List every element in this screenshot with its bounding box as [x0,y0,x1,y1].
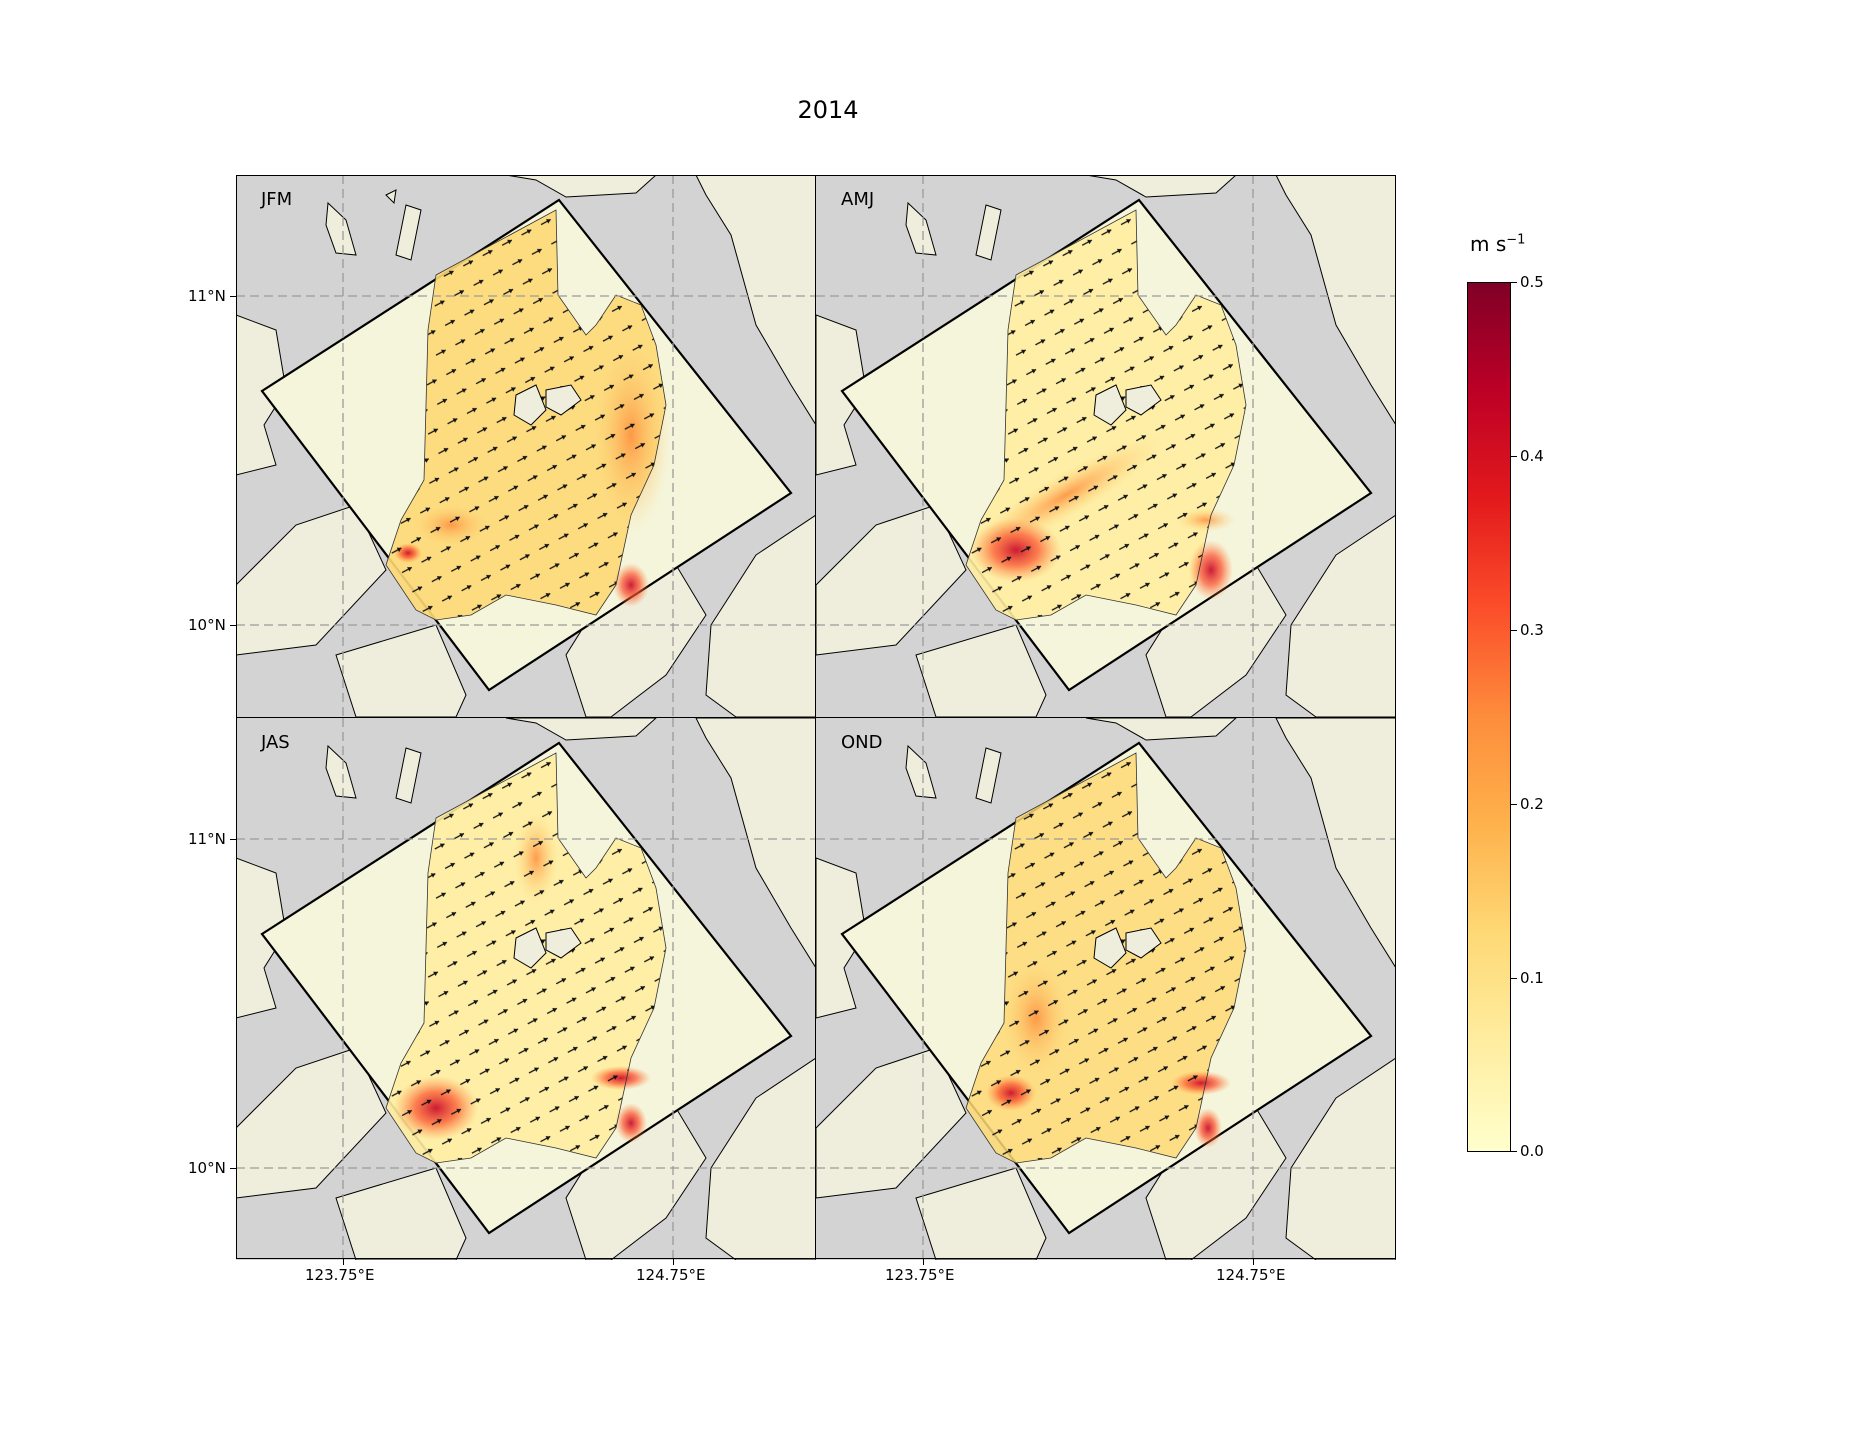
colorbar-title: m s−1 [1470,232,1525,256]
figure-title: 2014 [0,96,1656,124]
lat-tick-bottom-11n: 11°N [188,830,226,848]
colorbar-unit-exponent: −1 [1506,232,1525,247]
panel-label-amj: AMJ [841,189,874,210]
panel-ond: OND [816,718,1396,1260]
lon-tickmark [1253,1259,1254,1265]
lon-tick-left-123-75: 123.75°E [305,1266,374,1284]
lon-tickmark [673,1259,674,1265]
lat-tick-top-11n: 11°N [188,287,226,305]
map-jfm [236,175,816,717]
lat-tickmark [230,625,236,626]
colorbar-tick-0-4: 0.4 [1520,447,1544,465]
colorbar-tickmark [1511,456,1517,457]
colorbar-tickmark [1511,282,1517,283]
lat-tick-bottom-10n: 10°N [188,1159,226,1177]
colorbar-unit: m s [1470,232,1506,256]
panel-divider-horizontal [236,717,1396,718]
lat-tickmark [230,296,236,297]
lon-tick-right-123-75: 123.75°E [885,1266,954,1284]
colorbar-tick-0-1: 0.1 [1520,969,1544,987]
colorbar-tickmark [1511,978,1517,979]
panel-label-jfm: JFM [261,189,292,210]
lon-tickmark [343,1259,344,1265]
lon-tick-right-124-75: 124.75°E [1216,1266,1285,1284]
colorbar-tickmark [1511,1151,1517,1152]
colorbar-tick-0-3: 0.3 [1520,621,1544,639]
colorbar-tick-0-0: 0.0 [1520,1142,1544,1160]
colorbar-tickmark [1511,630,1517,631]
panel-jfm: JFM [236,175,816,717]
panel-amj: AMJ [816,175,1396,717]
map-ond [816,718,1396,1260]
panel-label-jas: JAS [261,732,290,753]
lat-tickmark [230,1168,236,1169]
panel-jas: JAS [236,718,816,1260]
lon-tickmark [923,1259,924,1265]
colorbar-tick-0-2: 0.2 [1520,795,1544,813]
map-jas [236,718,816,1260]
colorbar [1467,282,1511,1152]
panel-label-ond: OND [841,732,883,753]
lat-tick-top-10n: 10°N [188,616,226,634]
lon-tick-left-124-75: 124.75°E [636,1266,705,1284]
colorbar-tick-0-5: 0.5 [1520,273,1544,291]
lat-tickmark [230,839,236,840]
map-amj [816,175,1396,717]
colorbar-tickmark [1511,804,1517,805]
